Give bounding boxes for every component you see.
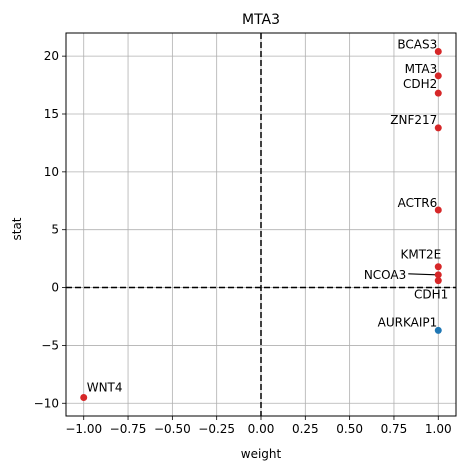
data-point xyxy=(434,277,442,285)
x-tick-label: 1.00 xyxy=(425,422,452,436)
x-tick-label: −0.75 xyxy=(110,422,147,436)
x-tick-label: −0.25 xyxy=(198,422,235,436)
point-label: MTA3 xyxy=(405,62,438,76)
point-label: CDH1 xyxy=(414,288,448,302)
data-point xyxy=(434,72,442,80)
data-point xyxy=(434,206,442,214)
data-point xyxy=(80,393,88,401)
y-tick-label: −5 xyxy=(41,338,59,352)
x-axis-label: weight xyxy=(241,447,282,461)
plot-area: −1.00 −0.75 −0.50 −0.25 0.00 0.25 0.50 0.75 1.00… xyxy=(34,32,457,436)
data-point xyxy=(434,48,442,56)
point-label: WNT4 xyxy=(87,380,123,394)
point-label: BCAS3 xyxy=(397,38,437,52)
data-point xyxy=(434,124,442,132)
point-label: ACTR6 xyxy=(398,196,438,210)
x-tick-label: −0.50 xyxy=(154,422,191,436)
point-label: ZNF217 xyxy=(390,113,437,127)
label-leader-line xyxy=(408,273,437,276)
point-label: CDH2 xyxy=(403,77,437,91)
y-tick-label: −10 xyxy=(34,396,59,410)
y-tick-label: 20 xyxy=(44,49,59,63)
y-tick-label: 5 xyxy=(51,223,59,237)
y-tick-label: 0 xyxy=(51,281,59,295)
y-axis-label: stat xyxy=(10,217,24,240)
x-tick-label: 0.00 xyxy=(248,422,275,436)
data-point xyxy=(434,326,442,334)
data-point xyxy=(434,271,442,279)
point-label: AURKAIP1 xyxy=(378,315,438,329)
point-label: NCOA3 xyxy=(364,268,406,282)
y-tick-label: 15 xyxy=(44,107,59,121)
point-label: KMT2E xyxy=(400,248,441,262)
chart-title: MTA3 xyxy=(242,12,280,28)
x-tick-label: −1.00 xyxy=(65,422,102,436)
x-tick-label: 0.75 xyxy=(381,422,408,436)
y-tick-label: 10 xyxy=(44,165,59,179)
data-point xyxy=(434,89,442,97)
x-tick-label: 0.25 xyxy=(292,422,319,436)
x-tick-label: 0.50 xyxy=(336,422,363,436)
data-point xyxy=(434,263,442,271)
